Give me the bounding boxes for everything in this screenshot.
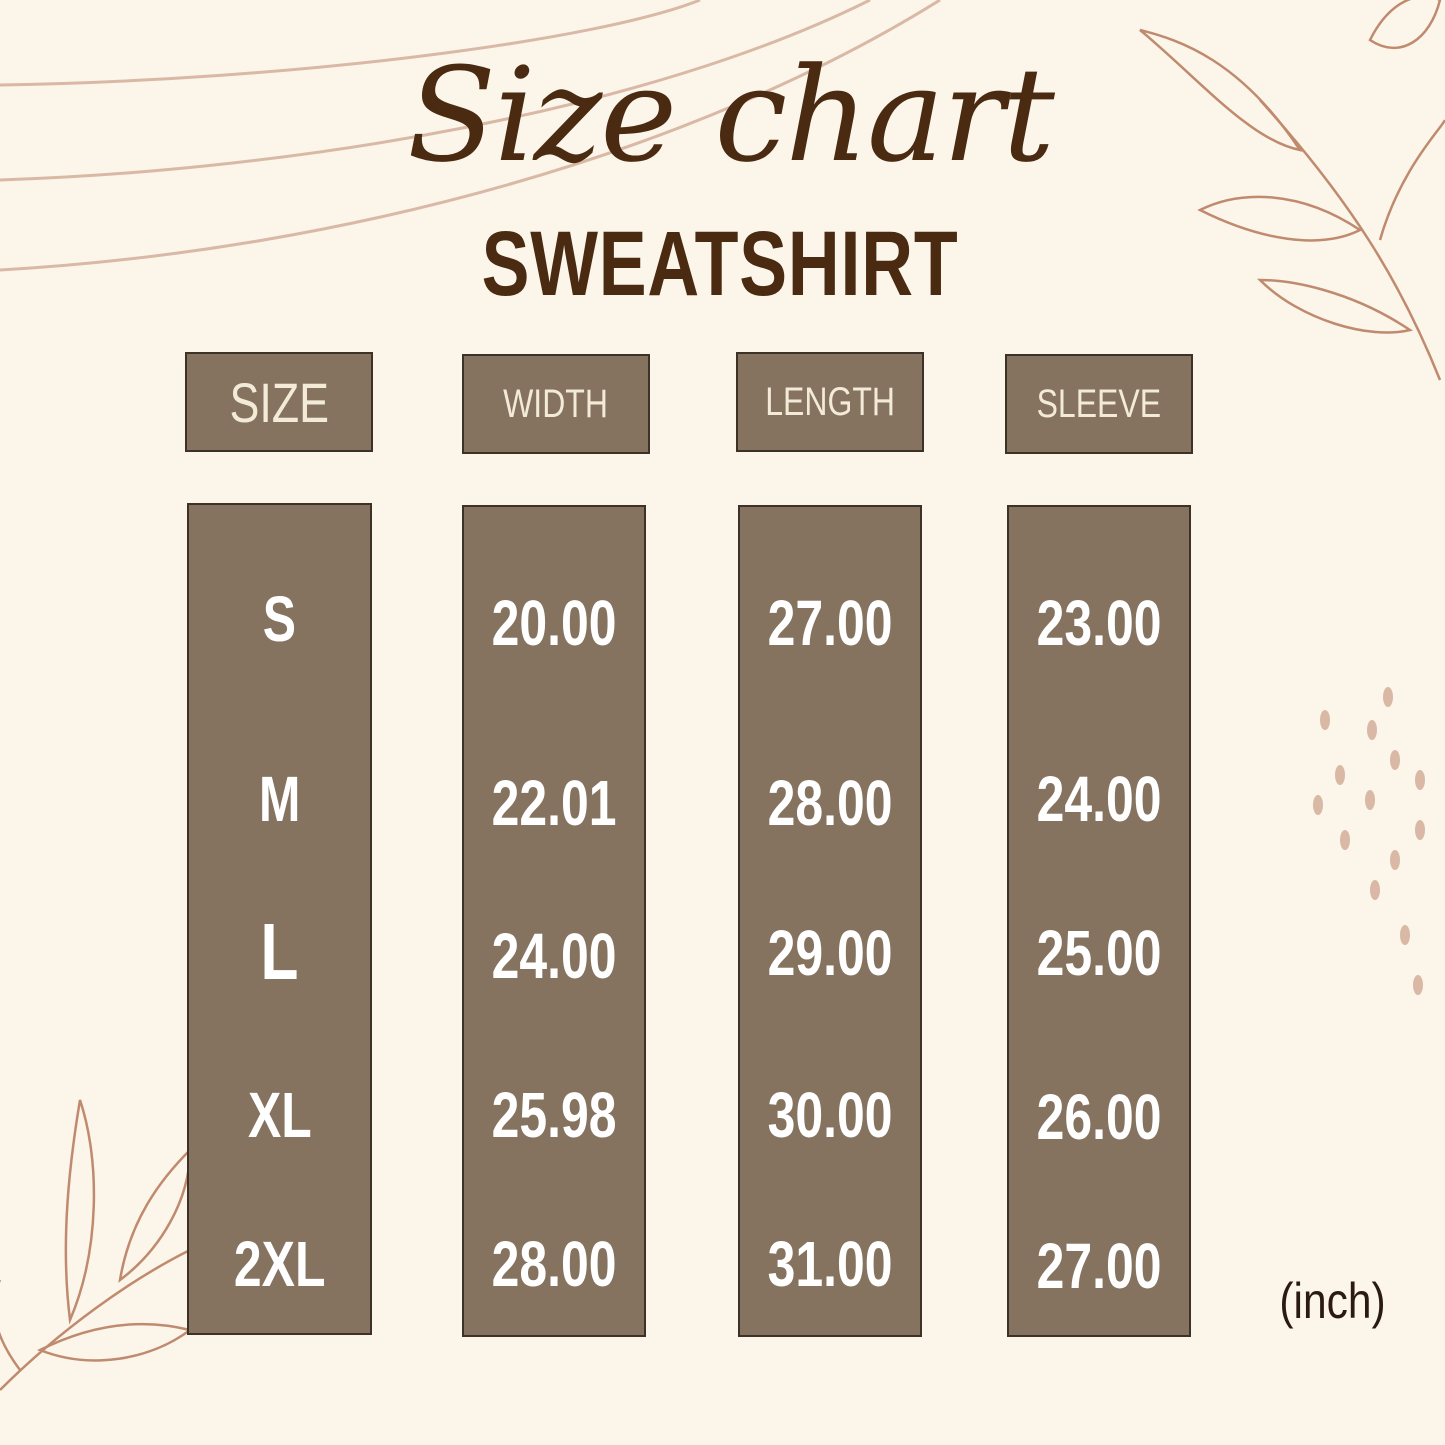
size-cell: M (258, 763, 301, 835)
sleeve-cell: 24.00 (1036, 763, 1162, 835)
leaf-branch-top-right (1139, 0, 1445, 381)
length-cell: 28.00 (767, 767, 893, 839)
size-cell: L (260, 907, 299, 996)
unit-label: (inch) (1279, 1273, 1386, 1329)
dot-pattern (1313, 687, 1425, 995)
length-cell: 30.00 (767, 1079, 893, 1151)
sleeve-cell: 23.00 (1036, 587, 1162, 659)
header-width: WIDTH (462, 354, 650, 454)
sleeve-cell: 27.00 (1036, 1230, 1162, 1302)
size-cell: XL (247, 1079, 312, 1151)
column-width: 20.00 22.01 24.00 25.98 28.00 (462, 505, 646, 1337)
header-size: SIZE (185, 352, 373, 452)
width-cell: 24.00 (491, 920, 617, 992)
sleeve-cell: 25.00 (1036, 917, 1162, 989)
product-subtitle: SWEATSHIRT (481, 213, 959, 315)
width-cell: 20.00 (491, 587, 617, 659)
length-cell: 27.00 (767, 587, 893, 659)
length-cell: 31.00 (767, 1228, 893, 1300)
width-cell: 22.01 (491, 767, 617, 839)
page-title-script: Size chart (407, 39, 1055, 191)
size-cell: 2XL (233, 1228, 326, 1300)
width-cell: 25.98 (491, 1079, 617, 1151)
size-cell: S (262, 583, 297, 655)
length-cell: 29.00 (767, 917, 893, 989)
leaf-branch-bottom-left (0, 1099, 193, 1391)
column-length: 27.00 28.00 29.00 30.00 31.00 (738, 505, 922, 1337)
header-sleeve: SLEEVE (1005, 354, 1193, 454)
width-cell: 28.00 (491, 1228, 617, 1300)
sleeve-cell: 26.00 (1036, 1081, 1162, 1153)
column-size: S M L XL 2XL (187, 503, 372, 1335)
column-sleeve: 23.00 24.00 25.00 26.00 27.00 (1007, 505, 1191, 1337)
header-length: LENGTH (736, 352, 924, 452)
